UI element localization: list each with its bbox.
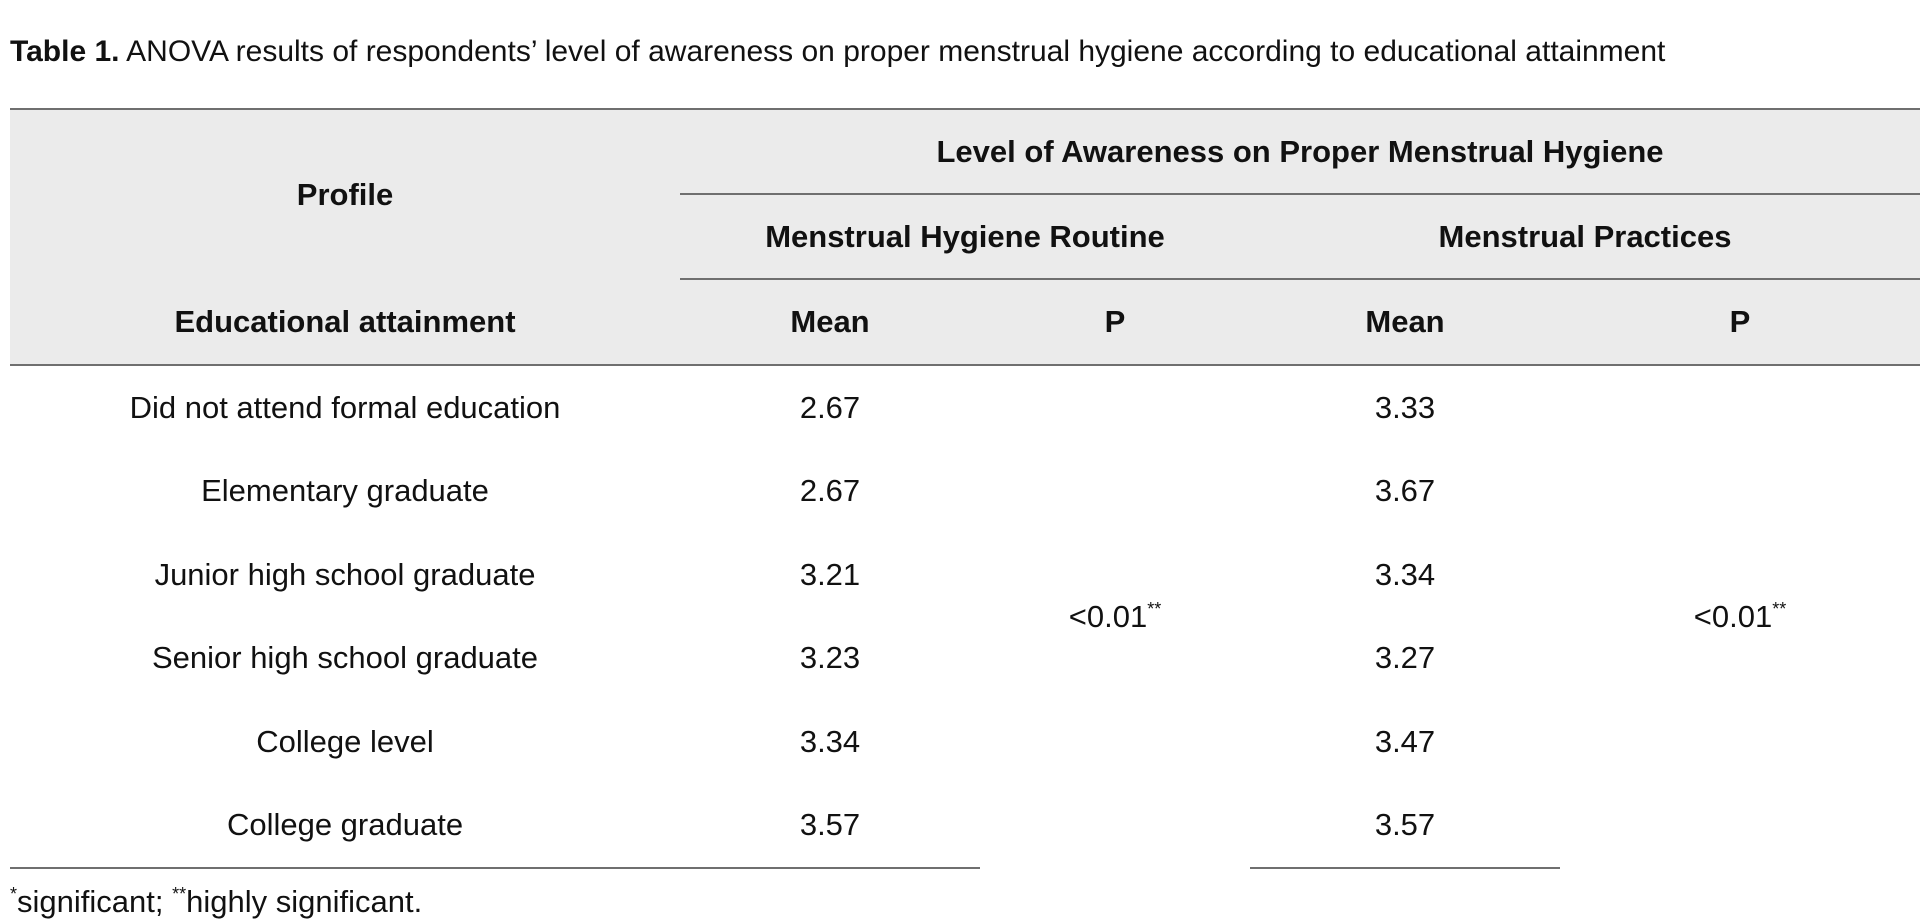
header-menstrual-practices: Menstrual Practices	[1250, 194, 1921, 280]
attainment-cell: College level	[256, 723, 434, 759]
practices-p-mark: **	[1772, 599, 1787, 619]
table-row: Elementary graduate 2.67 3.67	[10, 450, 1920, 534]
routine-p-cell: <0.01**	[980, 365, 1250, 868]
header-routine-mean: Mean	[680, 279, 980, 366]
practices-p-value: <0.01	[1693, 599, 1773, 634]
routine-mean-cell: 3.57	[680, 783, 980, 869]
practices-mean-cell: 3.47	[1374, 723, 1436, 759]
anova-table: Profile Level of Awareness on Proper Men…	[10, 108, 1921, 869]
routine-mean-cell: 3.34	[799, 723, 861, 759]
header-profile: Profile	[10, 108, 680, 279]
practices-mean-cell: 3.57	[1250, 783, 1560, 869]
routine-p-mark: **	[1147, 599, 1162, 619]
footnote-text-significant: significant;	[17, 884, 173, 919]
attainment-cell: Junior high school graduate	[154, 556, 536, 592]
table-caption-text: ANOVA results of respondents’ level of a…	[119, 35, 1666, 68]
footnote-mark-highly-significant: **	[172, 884, 187, 904]
practices-mean-cell: 3.33	[1374, 389, 1436, 425]
header-routine-p: P	[980, 279, 1250, 366]
routine-mean-cell: 2.67	[799, 473, 861, 509]
practices-mean-cell: 3.34	[1374, 556, 1436, 592]
table-caption-label: Table 1.	[10, 35, 120, 68]
table-row: Junior high school graduate 3.21 3.34	[10, 533, 1920, 617]
attainment-cell: College graduate	[10, 783, 680, 869]
table-caption: Table 1. ANOVA results of respondents’ l…	[10, 32, 1665, 72]
table-row: College level 3.34 3.47	[10, 700, 1920, 784]
header-practices-p: P	[1560, 279, 1921, 366]
table-body: Did not attend formal education 2.67 <0.…	[10, 365, 1920, 869]
practices-p-cell: <0.01**	[1560, 365, 1920, 868]
table-row: Did not attend formal education 2.67 <0.…	[10, 365, 1920, 634]
header-hygiene-routine: Menstrual Hygiene Routine	[680, 194, 1250, 280]
footnote-mark-significant: *	[10, 884, 18, 904]
routine-p-value: <0.01	[1068, 599, 1148, 634]
attainment-cell: Elementary graduate	[201, 473, 489, 509]
practices-mean-cell: 3.67	[1374, 473, 1436, 509]
routine-mean-cell: 2.67	[799, 389, 861, 425]
table-header: Profile Level of Awareness on Proper Men…	[10, 108, 1921, 366]
table-row: College graduate 3.57 3.57	[10, 783, 1920, 869]
routine-mean-cell: 3.23	[799, 640, 861, 676]
routine-mean-cell: 3.21	[799, 556, 861, 592]
header-practices-mean: Mean	[1250, 279, 1560, 366]
table-footnote: *significant; **highly significant.	[10, 884, 422, 920]
table-row: Senior high school graduate 3.23 3.27	[10, 617, 1920, 701]
header-awareness-group: Level of Awareness on Proper Menstrual H…	[680, 108, 1921, 195]
footnote-text-highly-significant: highly significant.	[186, 884, 423, 919]
attainment-cell: Senior high school graduate	[151, 640, 539, 676]
header-educational-attainment: Educational attainment	[10, 279, 680, 366]
practices-mean-cell: 3.27	[1374, 640, 1436, 676]
attainment-cell: Did not attend formal education	[129, 389, 561, 425]
